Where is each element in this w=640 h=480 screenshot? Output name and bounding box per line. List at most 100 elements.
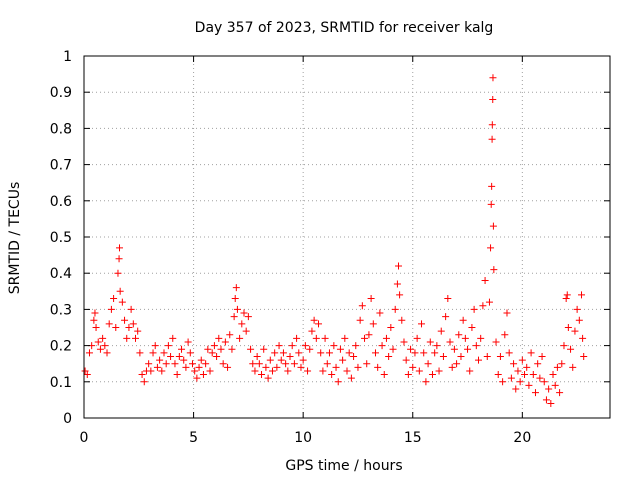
data-point — [180, 356, 188, 364]
data-point — [233, 305, 241, 313]
data-point — [356, 316, 364, 324]
data-point — [210, 342, 218, 350]
data-point — [230, 313, 238, 321]
data-point — [182, 363, 190, 371]
data-point — [96, 345, 104, 353]
data-point — [560, 342, 568, 350]
data-point — [477, 334, 485, 342]
data-point — [475, 356, 482, 364]
data-point — [156, 356, 164, 364]
data-point — [531, 389, 539, 397]
data-point — [380, 371, 388, 379]
data-point — [527, 349, 535, 357]
data-point — [288, 342, 296, 350]
data-point — [553, 363, 561, 371]
data-point — [567, 345, 575, 353]
data-point — [121, 316, 129, 324]
data-point — [299, 356, 307, 364]
data-point — [282, 360, 290, 368]
data-point — [450, 345, 458, 353]
data-point — [457, 352, 465, 360]
data-point — [387, 324, 395, 331]
data-point — [188, 360, 196, 368]
data-point — [569, 363, 577, 371]
y-tick-label: 1 — [63, 49, 72, 65]
data-point — [90, 316, 98, 324]
data-point — [268, 367, 276, 375]
data-point — [153, 363, 161, 371]
data-point — [175, 352, 183, 360]
data-point — [378, 342, 386, 350]
data-point — [115, 255, 123, 263]
data-point — [464, 345, 472, 353]
data-point — [396, 291, 404, 299]
data-point — [488, 121, 496, 129]
data-point — [277, 356, 285, 364]
data-point — [118, 298, 126, 306]
data-point — [136, 349, 144, 357]
data-point — [382, 334, 390, 342]
data-point — [171, 360, 179, 368]
data-point — [213, 352, 221, 360]
x-tick-label: 0 — [80, 430, 89, 446]
data-point — [94, 338, 102, 346]
data-point — [132, 334, 140, 342]
data-point — [575, 316, 583, 324]
data-point — [470, 305, 478, 313]
data-point — [393, 280, 401, 288]
data-point — [202, 360, 210, 368]
data-point — [367, 295, 375, 303]
data-point — [244, 313, 252, 321]
data-point — [529, 371, 537, 379]
data-point — [347, 374, 355, 382]
data-point — [262, 363, 270, 371]
y-tick-label: 0.1 — [50, 375, 72, 391]
data-point — [105, 320, 113, 328]
data-point — [501, 331, 509, 339]
data-point — [173, 371, 181, 379]
data-point — [308, 327, 316, 335]
data-point — [199, 371, 207, 379]
data-point — [391, 305, 399, 313]
data-point — [487, 200, 495, 208]
data-point — [323, 360, 331, 368]
x-tick-label: 20 — [513, 430, 531, 446]
data-point — [459, 316, 467, 324]
data-point — [521, 371, 529, 379]
data-point — [516, 378, 524, 386]
data-point — [442, 313, 450, 321]
data-point — [354, 363, 362, 371]
data-point — [510, 360, 518, 368]
data-point — [579, 334, 587, 342]
data-point — [361, 334, 369, 342]
data-point — [147, 367, 155, 375]
data-point — [556, 389, 564, 397]
data-point — [221, 338, 229, 346]
data-point — [339, 356, 347, 364]
data-point — [365, 331, 373, 339]
data-point — [191, 367, 199, 375]
data-point — [358, 302, 366, 310]
data-point — [178, 345, 186, 353]
data-point — [549, 371, 557, 379]
data-point — [489, 95, 497, 103]
data-point — [217, 345, 225, 353]
x-tick-label: 15 — [404, 430, 422, 446]
data-point — [193, 374, 201, 382]
data-point — [83, 371, 91, 379]
data-point — [483, 352, 491, 360]
data-point — [160, 349, 168, 357]
data-point — [81, 367, 89, 375]
data-point — [290, 360, 298, 368]
data-point — [523, 363, 531, 371]
data-point — [563, 291, 571, 299]
data-point — [336, 345, 344, 353]
data-point — [151, 342, 159, 350]
data-point — [284, 367, 292, 375]
data-point — [138, 371, 146, 379]
data-point — [249, 360, 257, 368]
data-point — [341, 334, 349, 342]
data-point — [319, 367, 327, 375]
data-point — [101, 342, 109, 350]
y-tick-label: 0.6 — [50, 194, 72, 210]
